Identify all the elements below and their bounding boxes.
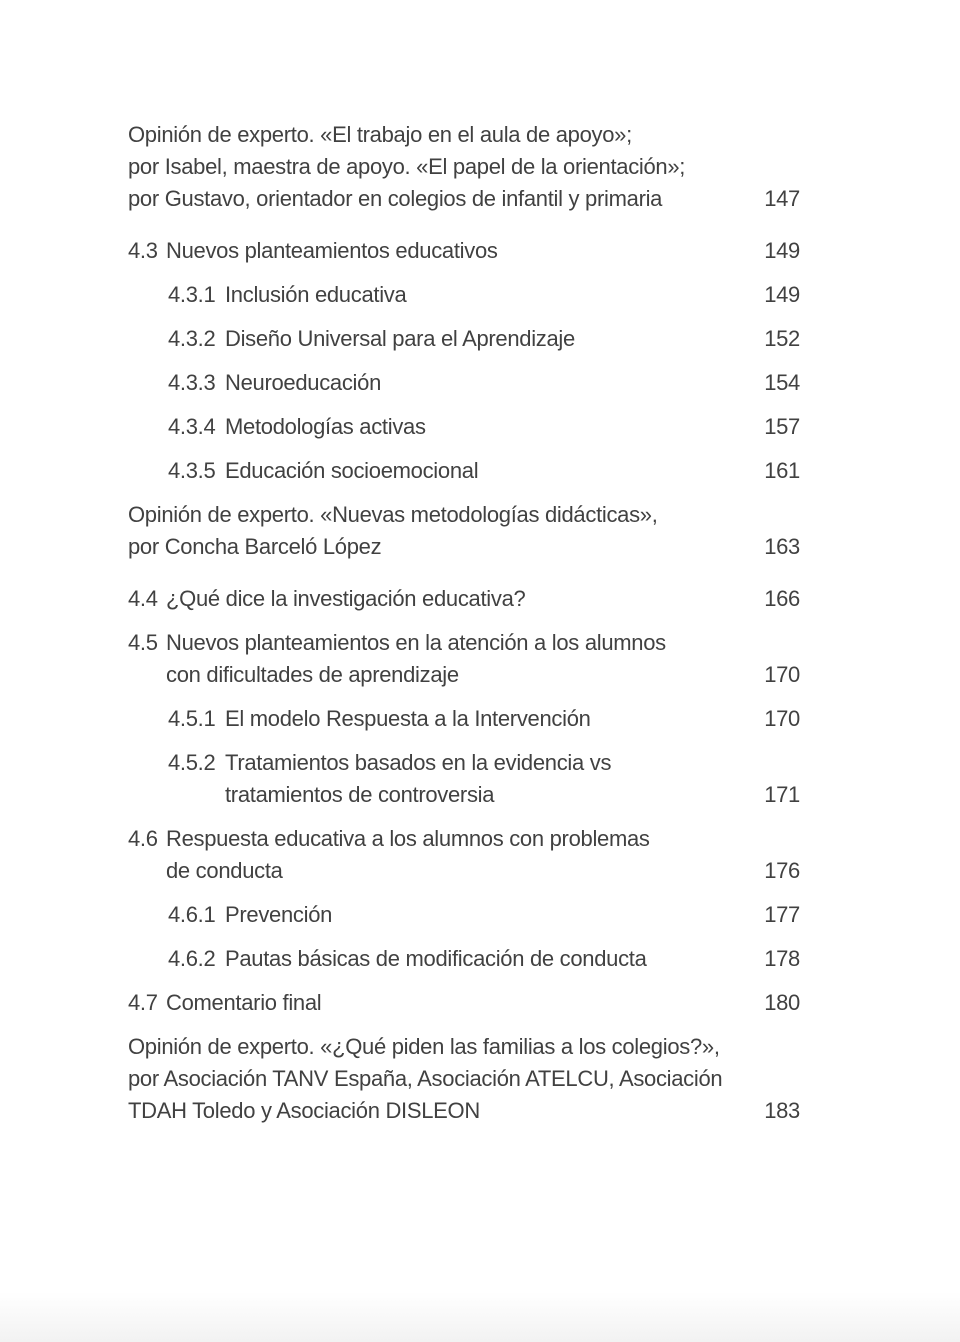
toc-entry-number: 4.5 <box>128 630 158 655</box>
toc-entry: 4.3.5 Educación socioemocional 161 <box>128 455 800 487</box>
toc-entry-page-number: 157 <box>764 414 800 439</box>
table-of-contents: Opinión de experto. «El trabajo en el au… <box>128 119 800 1147</box>
toc-entry-page-number: 176 <box>764 858 800 883</box>
toc-entry-number: 4.3.5 <box>168 458 216 483</box>
page-bottom-shadow <box>0 1292 960 1342</box>
toc-entry-number: 4.3.4 <box>168 414 216 439</box>
toc-entry-page-number: 166 <box>764 586 800 611</box>
toc-entry-label: Nuevos planteamientos en la atención a l… <box>166 630 666 687</box>
toc-entry-page-number: 149 <box>764 282 800 307</box>
toc-entry-number: 4.3.2 <box>168 326 216 351</box>
toc-entry-page-number: 183 <box>764 1098 800 1123</box>
toc-entry-number: 4.6 <box>128 826 158 851</box>
toc-entry-label: Comentario final <box>166 990 322 1015</box>
toc-entry-page-number: 154 <box>764 370 800 395</box>
toc-entry-label: ¿Qué dice la investigación educativa? <box>166 586 526 611</box>
toc-entry-label: Opinión de experto. «Nuevas metodologías… <box>128 502 658 559</box>
toc-entry-page-number: 170 <box>764 706 800 731</box>
toc-entry: 4.3.2 Diseño Universal para el Aprendiza… <box>128 323 800 355</box>
toc-entry-number: 4.6.2 <box>168 946 216 971</box>
toc-entry-label: Respuesta educativa a los alumnos con pr… <box>166 826 650 883</box>
toc-entry-number: 4.5.2 <box>168 750 216 775</box>
toc-entry-page-number: 147 <box>764 186 800 211</box>
toc-entry: 4.3.4 Metodologías activas 157 <box>128 411 800 443</box>
toc-entry-number: 4.5.1 <box>168 706 216 731</box>
toc-entry: 4.3.1 Inclusión educativa 149 <box>128 279 800 311</box>
toc-entry-page-number: 161 <box>764 458 800 483</box>
toc-entry: 4.3 Nuevos planteamientos educativos 149 <box>128 235 800 267</box>
toc-entry-page-number: 163 <box>764 534 800 559</box>
toc-entry: 4.6.2 Pautas básicas de modificación de … <box>128 943 800 975</box>
toc-entry-number: 4.6.1 <box>168 902 216 927</box>
toc-entry: Opinión de experto. «Nuevas metodologías… <box>128 499 800 563</box>
toc-entry-label: Pautas básicas de modificación de conduc… <box>225 946 647 971</box>
toc-entry: 4.5.1 El modelo Respuesta a la Intervenc… <box>128 703 800 735</box>
toc-entry-page-number: 178 <box>764 946 800 971</box>
toc-entry: 4.4 ¿Qué dice la investigación educativa… <box>128 583 800 615</box>
toc-entry: 4.7 Comentario final 180 <box>128 987 800 1019</box>
toc-entry: 4.3.3 Neuroeducación 154 <box>128 367 800 399</box>
toc-entry-page-number: 180 <box>764 990 800 1015</box>
toc-entry: 4.5.2 Tratamientos basados en la evidenc… <box>128 747 800 811</box>
toc-entry-label: Diseño Universal para el Aprendizaje <box>225 326 575 351</box>
toc-entry-label: Metodologías activas <box>225 414 426 439</box>
toc-entry: Opinión de experto. «¿Qué piden las fami… <box>128 1031 800 1127</box>
toc-entry-page-number: 171 <box>764 782 800 807</box>
toc-entry-label: Educación socioemocional <box>225 458 479 483</box>
toc-entry-page-number: 170 <box>764 662 800 687</box>
toc-entry-label: Neuroeducación <box>225 370 382 395</box>
toc-entry-page-number: 149 <box>764 238 800 263</box>
toc-entry-label: Opinión de experto. «El trabajo en el au… <box>128 122 686 211</box>
toc-entry: 4.5 Nuevos planteamientos en la atención… <box>128 627 800 691</box>
toc-entry-number: 4.3 <box>128 238 158 263</box>
toc-entry-number: 4.4 <box>128 586 158 611</box>
toc-entry: 4.6.1 Prevención 177 <box>128 899 800 931</box>
toc-entry-label: Prevención <box>225 902 333 927</box>
toc-entry-label: Nuevos planteamientos educativos <box>166 238 498 263</box>
toc-entry-label: Opinión de experto. «¿Qué piden las fami… <box>128 1034 723 1123</box>
toc-entry-label: El modelo Respuesta a la Intervención <box>225 706 591 731</box>
toc-entry-label: Inclusión educativa <box>225 282 407 307</box>
toc-entry: Opinión de experto. «El trabajo en el au… <box>128 119 800 215</box>
toc-entry-label: Tratamientos basados en la evidencia vs … <box>225 750 612 807</box>
toc-entry-page-number: 152 <box>764 326 800 351</box>
toc-entry-number: 4.3.1 <box>168 282 216 307</box>
toc-entry-number: 4.3.3 <box>168 370 216 395</box>
toc-entry-number: 4.7 <box>128 990 158 1015</box>
toc-entry-page-number: 177 <box>764 902 800 927</box>
toc-entry: 4.6 Respuesta educativa a los alumnos co… <box>128 823 800 887</box>
